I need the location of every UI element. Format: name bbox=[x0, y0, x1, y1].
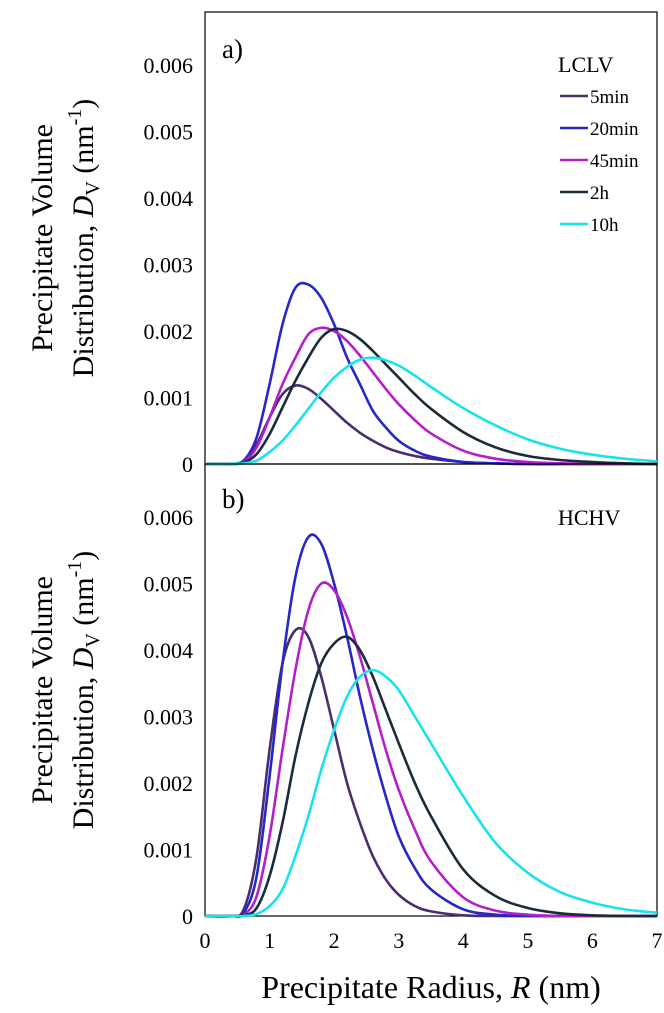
x-tick-label: 0 bbox=[200, 928, 211, 953]
legend-label-5min: 5min bbox=[590, 87, 630, 108]
y-tick-label: 0.006 bbox=[144, 53, 194, 78]
y-tick-label: 0.005 bbox=[144, 120, 194, 145]
panel-a-frame bbox=[204, 11, 658, 465]
series-line-5min bbox=[204, 626, 657, 918]
legend-label-20min: 20min bbox=[590, 119, 639, 140]
series-line-2h bbox=[204, 327, 658, 466]
series-line-2h bbox=[204, 635, 658, 918]
legend-label-45min: 45min bbox=[590, 151, 639, 172]
panel-a-label: a) bbox=[222, 34, 243, 64]
panel-a-ylabel-line1: Precipitate Volume bbox=[26, 124, 59, 352]
y-tick-label: 0.002 bbox=[144, 319, 194, 344]
x-tick-label: 3 bbox=[393, 928, 404, 953]
series-line-45min bbox=[204, 581, 657, 918]
panel-a-series-group bbox=[204, 281, 658, 466]
legend-label-2h: 2h bbox=[590, 183, 610, 204]
x-tick-label: 6 bbox=[587, 928, 598, 953]
panel-b-frame bbox=[204, 463, 658, 917]
y-tick-label: 0 bbox=[182, 452, 193, 477]
series-line-10h bbox=[204, 668, 658, 918]
panel-b-label: b) bbox=[222, 484, 245, 514]
legend-label-10h: 10h bbox=[590, 215, 619, 236]
x-axis-ticks: 0 1 2 3 4 5 6 7 bbox=[200, 928, 663, 953]
y-tick-label: 0.004 bbox=[144, 638, 194, 663]
x-axis-label: Precipitate Radius, R (nm) bbox=[261, 969, 600, 1005]
panel-a-ylabel-line2: Distribution, DV (nm-1) bbox=[64, 99, 104, 378]
y-tick-label: 0.006 bbox=[144, 505, 194, 530]
panel-a-annotation: LCLV bbox=[558, 52, 614, 77]
y-tick-label: 0.002 bbox=[144, 771, 194, 796]
x-tick-label: 4 bbox=[458, 928, 469, 953]
panel-b-y-ticks: 0 0.001 0.002 0.003 0.004 0.005 0.006 bbox=[144, 505, 194, 929]
panel-b-ylabel-line1: Precipitate Volume bbox=[26, 576, 59, 804]
legend: 5min 20min 45min 2h 10h bbox=[560, 87, 639, 236]
y-tick-label: 0.005 bbox=[144, 572, 194, 597]
series-line-45min bbox=[204, 326, 657, 466]
series-line-10h bbox=[204, 356, 658, 466]
y-tick-label: 0 bbox=[182, 904, 193, 929]
y-tick-label: 0.003 bbox=[144, 253, 194, 278]
panel-b-series-group bbox=[204, 533, 658, 918]
y-tick-label: 0.001 bbox=[144, 386, 194, 411]
y-tick-label: 0.003 bbox=[144, 705, 194, 730]
series-line-5min bbox=[204, 384, 657, 466]
x-tick-label: 2 bbox=[329, 928, 340, 953]
x-tick-label: 1 bbox=[264, 928, 275, 953]
panel-a-y-ticks: 0 0.001 0.002 0.003 0.004 0.005 0.006 bbox=[144, 53, 194, 477]
series-line-20min bbox=[204, 281, 657, 466]
y-tick-label: 0.004 bbox=[144, 186, 194, 211]
panel-b-ylabel-line2: Distribution, DV (nm-1) bbox=[64, 551, 104, 830]
x-tick-label: 5 bbox=[522, 928, 533, 953]
series-line-20min bbox=[204, 533, 657, 918]
panel-b: 0 0.001 0.002 0.003 0.004 0.005 0.006 b) HCHV bbox=[144, 463, 658, 929]
x-tick-label: 7 bbox=[652, 928, 663, 953]
panel-b-annotation: HCHV bbox=[558, 505, 620, 530]
y-tick-label: 0.001 bbox=[144, 838, 194, 863]
